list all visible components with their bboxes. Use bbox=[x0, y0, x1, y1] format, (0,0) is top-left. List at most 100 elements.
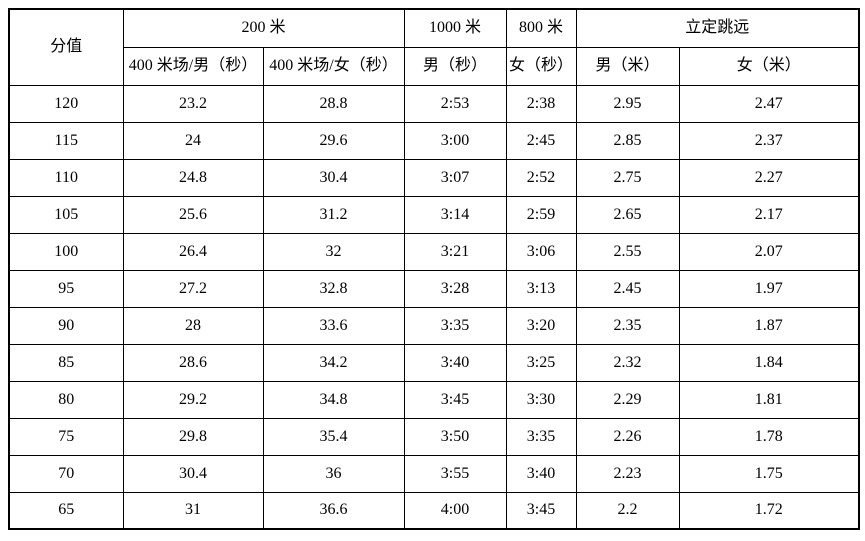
table-cell: 1.75 bbox=[678, 454, 860, 493]
table-cell: 3:25 bbox=[505, 343, 577, 382]
table-cell: 2.45 bbox=[575, 269, 680, 308]
table-cell: 3:35 bbox=[403, 306, 507, 345]
table-cell: 3:13 bbox=[505, 269, 577, 308]
table-cell: 30.4 bbox=[122, 454, 264, 493]
table-cell: 2.23 bbox=[575, 454, 680, 493]
table-row: 90 28 33.6 3:35 3:20 2.35 1.87 bbox=[8, 306, 860, 345]
header-row-subcolumns: 400 米场/男（秒） 400 米场/女（秒） 男（秒） 女（秒） 男（米） 女… bbox=[9, 46, 860, 86]
table-cell: 29.8 bbox=[122, 417, 264, 456]
score-table-body: 120 23.2 28.8 2:53 2:38 2.95 2.47 115 24 29.6 3:00… bbox=[8, 84, 860, 530]
table-cell: 1.81 bbox=[678, 380, 860, 419]
table-cell: 1.84 bbox=[678, 343, 860, 382]
table-cell: 3:07 bbox=[403, 158, 507, 197]
table-cell: 100 bbox=[8, 232, 124, 271]
table-cell: 1.87 bbox=[678, 306, 860, 345]
table-row: 75 29.8 35.4 3:50 3:35 2.26 1.78 bbox=[8, 417, 860, 456]
table-cell: 2.27 bbox=[678, 158, 860, 197]
table-cell: 2.2 bbox=[575, 491, 680, 530]
table-cell: 2.47 bbox=[678, 84, 860, 123]
table-row: 80 29.2 34.8 3:45 3:30 2.29 1.81 bbox=[8, 380, 860, 419]
table-cell: 3:06 bbox=[505, 232, 577, 271]
table-cell: 95 bbox=[8, 269, 124, 308]
table-cell: 31 bbox=[122, 491, 264, 530]
table-cell: 2:59 bbox=[505, 195, 577, 234]
table-cell: 1.97 bbox=[678, 269, 860, 308]
table-cell: 28 bbox=[122, 306, 264, 345]
header-score: 分值 bbox=[8, 8, 124, 86]
table-cell: 28.8 bbox=[262, 84, 405, 123]
table-cell: 3:40 bbox=[403, 343, 507, 382]
table-cell: 2.17 bbox=[678, 195, 860, 234]
table-cell: 2:53 bbox=[403, 84, 507, 123]
header-group-200m: 200 米 bbox=[122, 8, 405, 48]
table-cell: 3:40 bbox=[505, 454, 577, 493]
table-cell: 2.29 bbox=[575, 380, 680, 419]
score-table-header: 分值 200 米 1000 米 800 米 立定跳远 400 米场/男（秒） 4… bbox=[8, 8, 860, 86]
table-cell: 3:28 bbox=[403, 269, 507, 308]
table-row: 120 23.2 28.8 2:53 2:38 2.95 2.47 bbox=[8, 84, 860, 123]
table-cell: 2:52 bbox=[505, 158, 577, 197]
header-group-standing-jump: 立定跳远 bbox=[575, 8, 860, 48]
table-cell: 29.6 bbox=[262, 121, 405, 160]
table-cell: 4:00 bbox=[403, 491, 507, 530]
header-1000m-male: 男（秒） bbox=[403, 46, 507, 86]
table-cell: 2.85 bbox=[575, 121, 680, 160]
header-800m-female: 女（秒） bbox=[505, 46, 577, 86]
table-cell: 70 bbox=[8, 454, 124, 493]
table-cell: 2.55 bbox=[575, 232, 680, 271]
header-group-800m: 800 米 bbox=[505, 8, 577, 48]
table-cell: 115 bbox=[8, 121, 124, 160]
table-row: 105 25.6 31.2 3:14 2:59 2.65 2.17 bbox=[8, 195, 860, 234]
table-cell: 3:55 bbox=[403, 454, 507, 493]
table-cell: 29.2 bbox=[122, 380, 264, 419]
table-cell: 34.8 bbox=[262, 380, 405, 419]
table-cell: 1.78 bbox=[678, 417, 860, 456]
table-cell: 110 bbox=[8, 158, 124, 197]
table-cell: 28.6 bbox=[122, 343, 264, 382]
table-row: 85 28.6 34.2 3:40 3:25 2.32 1.84 bbox=[8, 343, 860, 382]
table-cell: 3:50 bbox=[403, 417, 507, 456]
table-cell: 3:14 bbox=[403, 195, 507, 234]
table-cell: 2.37 bbox=[678, 121, 860, 160]
table-cell: 2.26 bbox=[575, 417, 680, 456]
table-cell: 75 bbox=[8, 417, 124, 456]
table-cell: 35.4 bbox=[262, 417, 405, 456]
table-cell: 2.95 bbox=[575, 84, 680, 123]
table-cell: 2.75 bbox=[575, 158, 680, 197]
header-jump-male: 男（米） bbox=[575, 46, 680, 86]
table-cell: 30.4 bbox=[262, 158, 405, 197]
header-row-groups: 分值 200 米 1000 米 800 米 立定跳远 bbox=[8, 8, 860, 86]
table-cell: 2.65 bbox=[575, 195, 680, 234]
table-cell: 2:38 bbox=[505, 84, 577, 123]
table-cell: 80 bbox=[8, 380, 124, 419]
header-400m-male: 400 米场/男（秒） bbox=[122, 46, 264, 86]
table-cell: 3:30 bbox=[505, 380, 577, 419]
table-cell: 2.07 bbox=[678, 232, 860, 271]
table-row: 110 24.8 30.4 3:07 2:52 2.75 2.27 bbox=[8, 158, 860, 197]
table-cell: 105 bbox=[8, 195, 124, 234]
table-cell: 32.8 bbox=[262, 269, 405, 308]
table-cell: 120 bbox=[8, 84, 124, 123]
table-cell: 1.72 bbox=[678, 491, 860, 530]
table-cell: 3:21 bbox=[403, 232, 507, 271]
table-row: 65 31 36.6 4:00 3:45 2.2 1.72 bbox=[8, 491, 860, 530]
table-row: 115 24 29.6 3:00 2:45 2.85 2.37 bbox=[8, 121, 860, 160]
table-cell: 26.4 bbox=[122, 232, 264, 271]
table-cell: 24 bbox=[122, 121, 264, 160]
header-400m-female: 400 米场/女（秒） bbox=[262, 46, 405, 86]
table-cell: 23.2 bbox=[122, 84, 264, 123]
table-cell: 27.2 bbox=[122, 269, 264, 308]
table-row: 95 27.2 32.8 3:28 3:13 2.45 1.97 bbox=[8, 269, 860, 308]
table-cell: 3:00 bbox=[403, 121, 507, 160]
table-cell: 65 bbox=[8, 491, 124, 530]
table-cell: 3:20 bbox=[505, 306, 577, 345]
table-cell: 3:35 bbox=[505, 417, 577, 456]
table-cell: 25.6 bbox=[122, 195, 264, 234]
table-cell: 33.6 bbox=[262, 306, 405, 345]
table-cell: 2.32 bbox=[575, 343, 680, 382]
score-table: 分值 200 米 1000 米 800 米 立定跳远 400 米场/男（秒） 4… bbox=[8, 8, 861, 530]
table-cell: 34.2 bbox=[262, 343, 405, 382]
table-cell: 24.8 bbox=[122, 158, 264, 197]
table-cell: 2.35 bbox=[575, 306, 680, 345]
header-group-1000m: 1000 米 bbox=[403, 8, 507, 48]
